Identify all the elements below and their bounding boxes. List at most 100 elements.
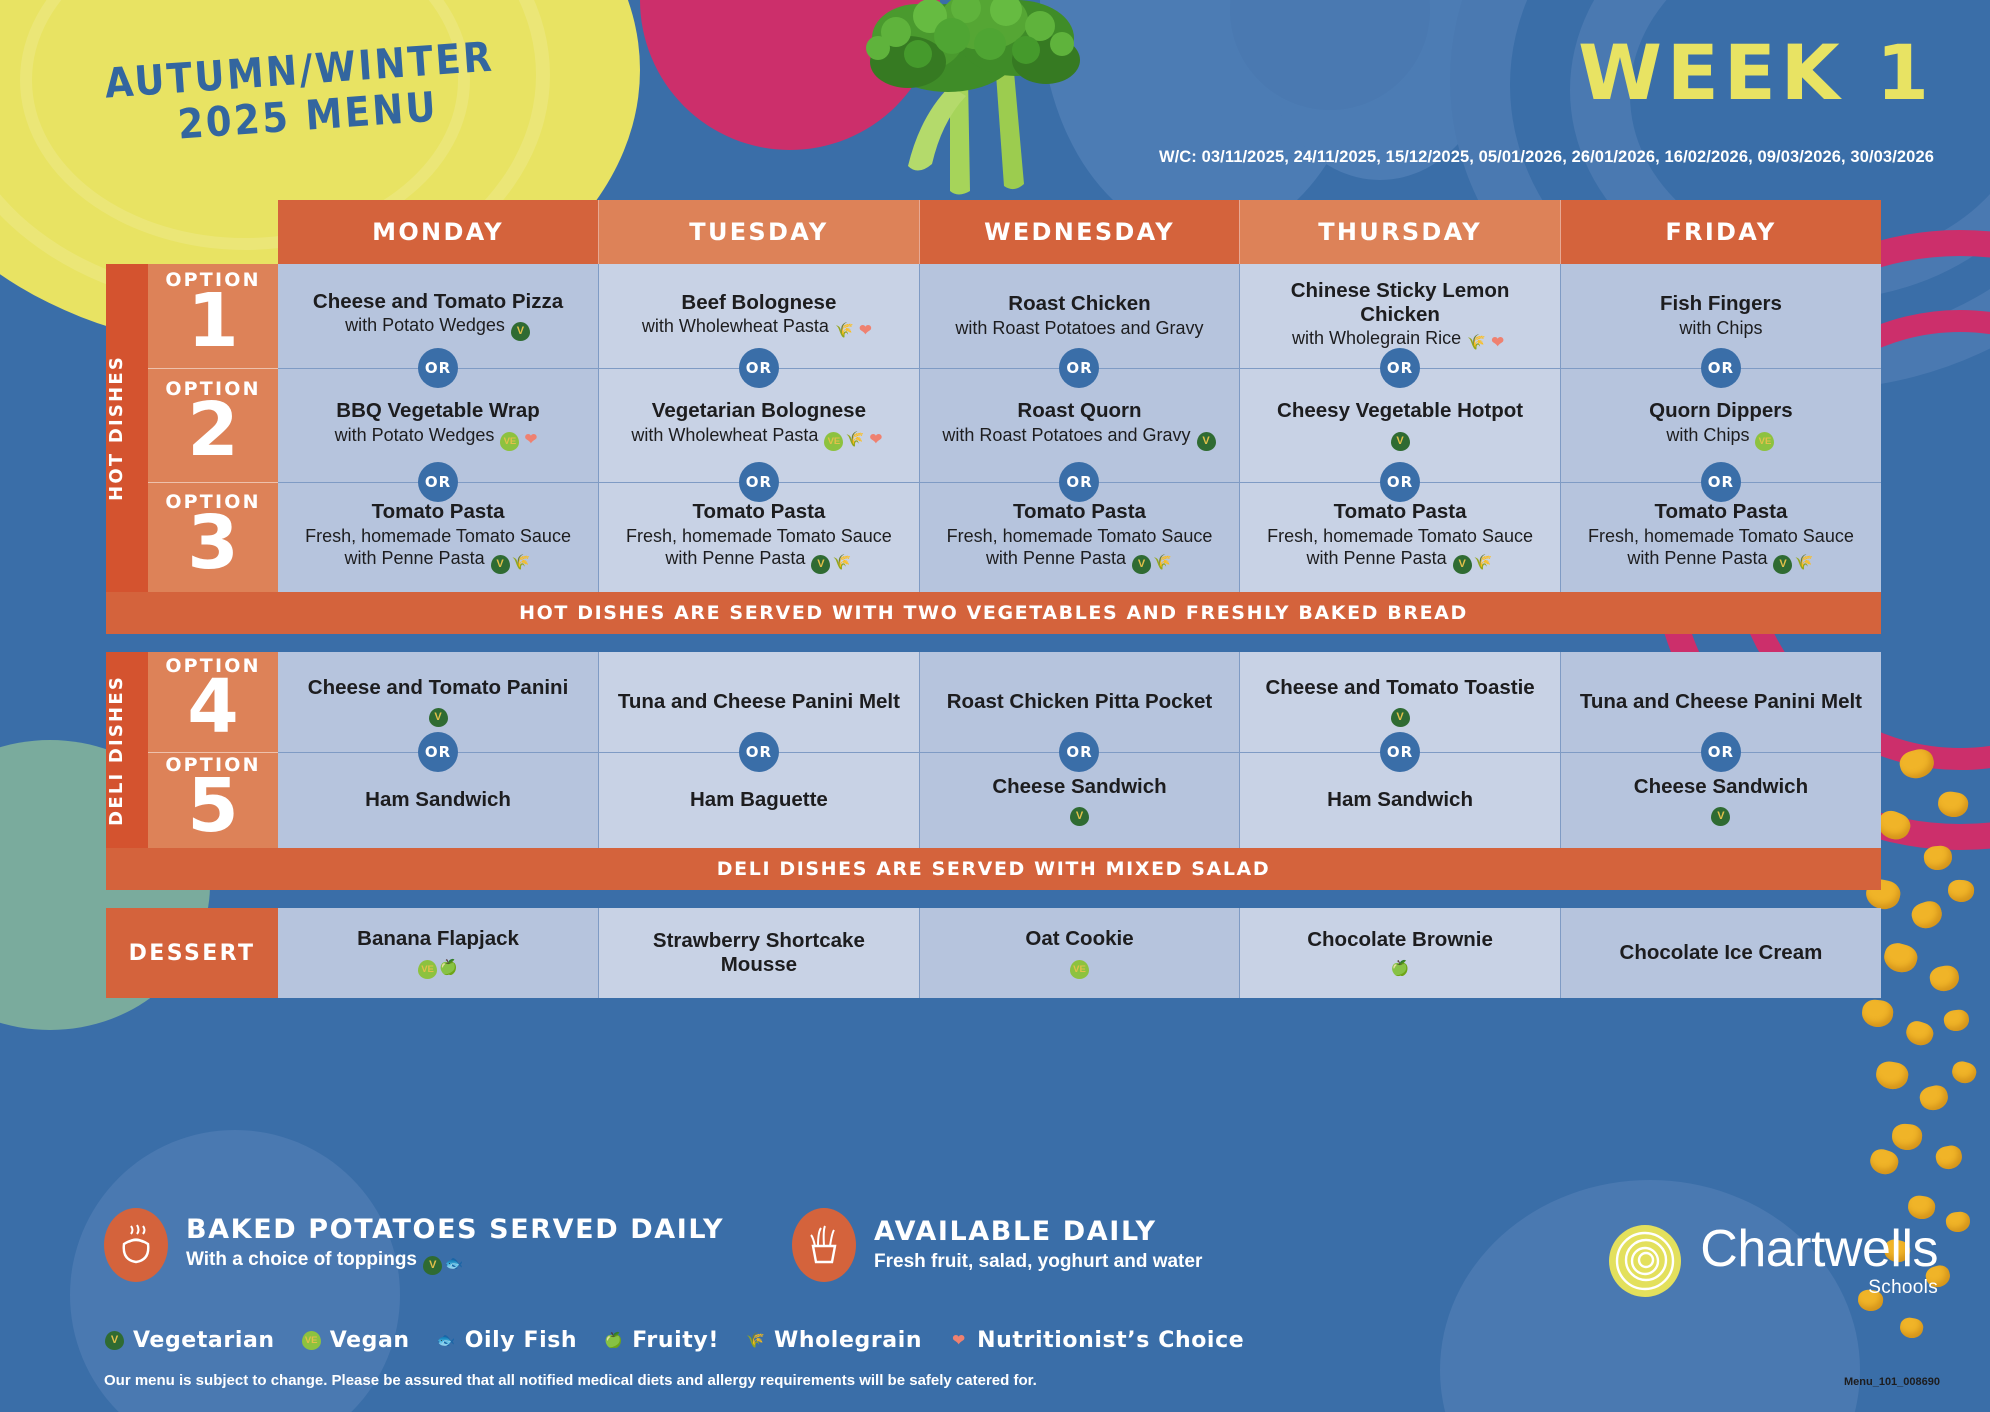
diet-icons: 🌾 ❤: [1466, 328, 1508, 351]
deli-dishes-banner: DELI DISHES ARE SERVED WITH MIXED SALAD: [106, 848, 1881, 890]
nutritionist-choice-icon: ❤: [869, 430, 883, 448]
dish-name: Cheese and Tomato Pizza: [312, 290, 564, 314]
vegetarian-icon: V: [1711, 806, 1731, 826]
wholegrain-icon: 🌾: [1473, 554, 1493, 572]
diet-icons: VE 🌾 ❤: [823, 425, 886, 451]
menu-cell: Strawberry Shortcake Mousse: [598, 908, 920, 998]
fruity-icon: 🍏: [439, 958, 458, 976]
legend-label: Nutritionist’s Choice: [977, 1328, 1245, 1353]
menu-cell: Beef Bolognese with Wholewheat Pasta 🌾 ❤ OR: [598, 264, 920, 388]
corn-kernel-19: [1945, 1210, 1971, 1234]
vegetarian-icon: V: [1773, 555, 1793, 575]
header-corner-spacer: [106, 200, 278, 264]
menu-cell: Roast Chicken with Roast Potatoes and Gra…: [919, 264, 1241, 388]
menu-cell: Tuna and Cheese Panini Melt OR: [1560, 652, 1881, 772]
or-separator: OR: [1059, 347, 1100, 388]
menu-cell: Fish Fingers with Chips OR: [1560, 264, 1881, 388]
corn-kernel-9: [1860, 998, 1895, 1029]
day-header-thursday: THURSDAY: [1239, 200, 1561, 264]
dish-subtitle: with Wholewheat Pasta 🌾 ❤: [613, 316, 905, 340]
fruity-icon: 🍏: [604, 1332, 624, 1349]
dish-subtitle: Fresh, homemade Tomato Sauce: [946, 525, 1213, 546]
dish-name: Tuna and Cheese Panini Melt: [617, 689, 900, 713]
corn-kernel-5: [1908, 898, 1946, 932]
dish-name: Ham Sandwich: [1327, 788, 1473, 812]
vegetarian-icon: V: [510, 322, 530, 342]
or-separator: OR: [738, 731, 779, 772]
vegan-icon: VE: [301, 1331, 321, 1350]
deli-dishes-section-label: DELI DISHES: [106, 652, 148, 848]
deli-banner-row: DELI DISHES ARE SERVED WITH MIXED SALAD: [106, 848, 1881, 890]
corn-kernel-7: [1880, 939, 1921, 977]
section-spacer-2: [106, 890, 1881, 908]
chartwells-logo: Chartwells Schools: [1606, 1222, 1938, 1300]
vegan-icon: VE: [1755, 431, 1775, 451]
dish-subtitle: with Roast Potatoes and Gravy: [955, 317, 1204, 338]
oily-fish-icon: 🐟: [436, 1332, 456, 1349]
baked-potatoes-diet-icons: V 🐟: [417, 1249, 464, 1275]
vegetarian-icon: V: [490, 555, 510, 575]
menu-cell: Chinese Sticky Lemon Chicken with Wholegr…: [1239, 264, 1561, 388]
option-1-label: OPTION 1: [148, 264, 278, 369]
broccoli-image: [800, 0, 1130, 206]
day-header-monday: MONDAY: [278, 200, 600, 264]
dish-subtitle: with Penne Pasta V 🌾: [934, 548, 1226, 575]
diet-legend: V Vegetarian VE Vegan 🐟 Oily Fish 🍏 Frui…: [104, 1328, 1244, 1353]
dish-name: Cheese Sandwich: [992, 774, 1167, 798]
day-header-row: MONDAY TUESDAY WEDNESDAY THURSDAY FRIDAY: [106, 200, 1881, 264]
hot-dishes-banner: HOT DISHES ARE SERVED WITH TWO VEGETABLE…: [106, 592, 1881, 634]
option-number: 5: [187, 762, 239, 849]
diet-icons: V 🌾: [1131, 548, 1173, 575]
baked-potatoes-sub: With a choice of toppings V 🐟: [186, 1249, 724, 1275]
vegetarian-icon: V: [428, 708, 448, 728]
menu-code: Menu_101_008690: [1843, 1376, 1940, 1388]
option-2-label: OPTION 2: [148, 368, 278, 483]
diet-icons: V: [292, 704, 584, 728]
corn-kernel-1: [1936, 790, 1970, 819]
legend-item-nutritionist: ❤ Nutritionist’s Choice: [948, 1328, 1244, 1353]
or-separator: OR: [418, 731, 459, 772]
option-number: 3: [187, 499, 239, 586]
vegetarian-icon: V: [1132, 555, 1152, 575]
vegan-icon: VE: [500, 431, 520, 451]
dish-subtitle: with Penne Pasta V 🌾: [613, 548, 905, 575]
vegetarian-icon: V: [1196, 431, 1216, 451]
dish-subtitle: with Chips VE: [1575, 425, 1867, 451]
wholegrain-icon: 🌾: [511, 554, 531, 572]
nutritionist-choice-icon: ❤: [524, 430, 538, 448]
dish-subtitle: with Potato Wedges VE ❤: [292, 425, 584, 451]
legend-label: Vegan: [329, 1328, 410, 1353]
option-3-label: OPTION 3: [148, 482, 278, 592]
day-header-friday: FRIDAY: [1560, 200, 1881, 264]
vegan-icon: VE: [1069, 959, 1089, 979]
baked-potatoes-callout: BAKED POTATOES SERVED DAILY With a choic…: [104, 1208, 724, 1282]
dish-name: Roast Chicken: [1008, 292, 1151, 316]
available-daily-title: AVAILABLE DAILY: [874, 1216, 1157, 1248]
dish-name: Banana Flapjack: [357, 927, 519, 951]
diet-icons: VE: [934, 956, 1226, 979]
nutritionist-choice-icon: ❤: [859, 322, 872, 340]
dessert-row: DESSERT Banana Flapjack VE 🍏 Strawberry Shor…: [106, 908, 1881, 998]
day-header-wednesday: WEDNESDAY: [919, 200, 1241, 264]
corn-kernel-12: [1873, 1059, 1911, 1092]
diet-icons: VE 🍏: [292, 956, 584, 979]
baked-potato-icon: [104, 1208, 168, 1282]
corn-kernel-15: [1891, 1122, 1923, 1152]
menu-cell: Roast Chicken Pitta Pocket OR: [919, 652, 1241, 772]
wholegrain-icon: 🌾: [746, 1332, 765, 1349]
dish-subtitle: Fresh, homemade Tomato Sauce: [1588, 525, 1854, 546]
menu-cell: Tomato Pasta Fresh, homemade Tomato Sauce…: [1239, 482, 1561, 592]
dish-name: Ham Sandwich: [365, 788, 511, 812]
wholegrain-icon: 🌾: [1467, 334, 1486, 352]
dish-name: Quorn Dippers: [1649, 399, 1793, 423]
dish-name: Strawberry Shortcake Mousse: [652, 928, 865, 976]
or-separator: OR: [1059, 461, 1100, 502]
hot-banner-row: HOT DISHES ARE SERVED WITH TWO VEGETABLE…: [106, 592, 1881, 634]
legend-item-vegetarian: V Vegetarian: [104, 1328, 275, 1353]
hot-option-3-row: OPTION 3 Tomato Pasta Fresh, homemade Tom…: [106, 482, 1881, 592]
menu-cell: Cheese and Tomato Panini V OR: [278, 652, 600, 772]
vegetarian-icon: V: [811, 555, 831, 575]
corn-kernel-14: [1949, 1059, 1979, 1086]
or-separator: OR: [1700, 461, 1741, 502]
